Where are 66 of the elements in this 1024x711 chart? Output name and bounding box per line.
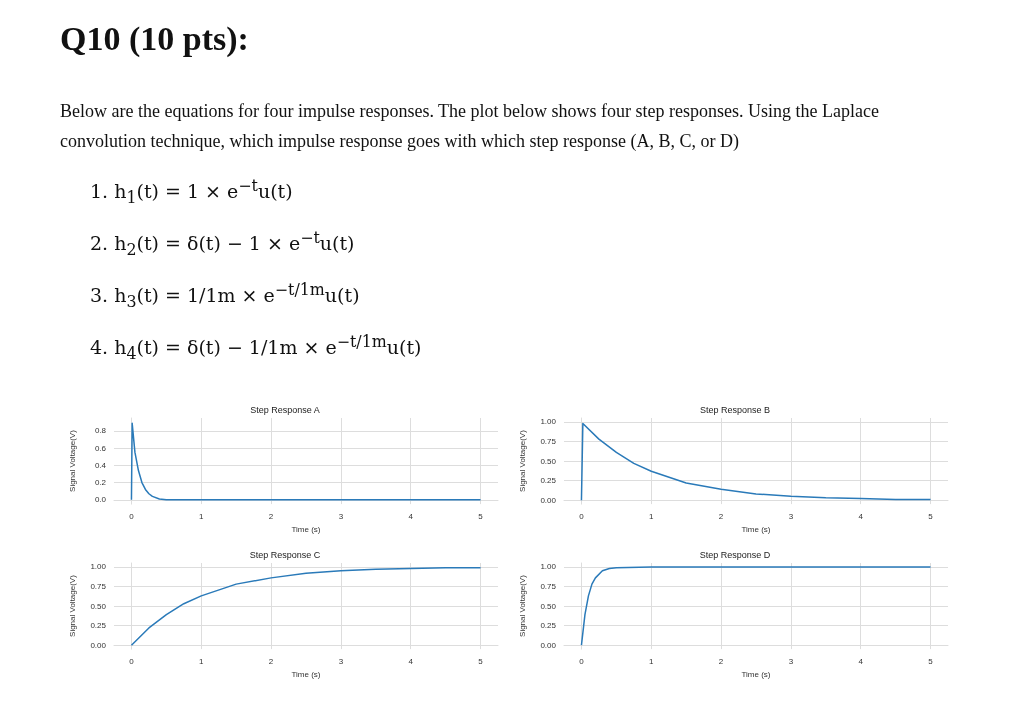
y-tick-label: 0.00	[90, 640, 107, 650]
x-tick-label: 5	[478, 656, 484, 666]
x-axis-title: Time (s)	[291, 524, 321, 534]
text: Q10 (10 pts):	[60, 20, 249, 58]
x-tick-label: 5	[928, 656, 934, 666]
x-tick-label: 0	[579, 511, 585, 521]
chart-title: Step Response A	[250, 404, 320, 415]
line-series	[130, 422, 482, 501]
x-tick-label: 3	[338, 656, 344, 666]
x-axis-title: Time (s)	[741, 524, 771, 534]
x-tick-label: 1	[199, 656, 205, 666]
x-axis-title: Time (s)	[291, 669, 321, 679]
x-tick-label: 2	[718, 511, 724, 521]
y-tick-label: 0.75	[540, 436, 557, 446]
x-tick-label: 0	[129, 511, 135, 521]
x-tick-label: 2	[268, 511, 274, 521]
text: 1. h$_{1}$(t) = 1 × e$^{−t}$u(t)	[90, 176, 293, 208]
y-tick-label: 0.50	[90, 601, 107, 611]
x-tick-label: 1	[199, 511, 205, 521]
y-tick-label: 0.6	[94, 443, 107, 453]
line-series	[130, 566, 482, 646]
line-series	[580, 566, 932, 646]
x-tick-label: 1	[649, 656, 655, 666]
x-tick-label: 0	[129, 656, 135, 666]
y-tick-label: 0.2	[94, 478, 107, 488]
x-tick-label: 1	[649, 511, 655, 521]
y-tick-label: 0.50	[540, 456, 557, 466]
y-axis-title: Signal Voltage(V)	[67, 429, 77, 492]
y-tick-label: 0.4	[94, 460, 107, 470]
y-tick-label: 0.8	[94, 426, 107, 436]
text: 4. h$_{4}$(t) = δ(t) − 1/1m × e$^{−t/1m}$u(t)	[90, 332, 422, 364]
x-tick-label: 4	[858, 656, 864, 666]
x-tick-label: 3	[788, 511, 794, 521]
line-series	[580, 422, 932, 501]
y-axis-title: Signal Voltage(V)	[517, 429, 527, 492]
y-tick-label: 0.0	[94, 495, 107, 505]
y-tick-label: 1.00	[540, 562, 557, 572]
chart-title: Step Response B	[699, 404, 771, 415]
y-tick-label: 1.00	[540, 417, 557, 427]
y-tick-label: 0.50	[540, 601, 557, 611]
x-tick-label: 0	[579, 656, 585, 666]
y-tick-label: 1.00	[90, 562, 107, 572]
x-axis-title: Time (s)	[741, 669, 771, 679]
chart-title: Step Response D	[699, 549, 771, 560]
chart-title: Step Response C	[249, 549, 321, 560]
x-tick-label: 5	[928, 511, 934, 521]
text: 2. h$_{2}$(t) = δ(t) − 1 × e$^{−t}$u(t)	[90, 228, 355, 260]
y-tick-label: 0.25	[90, 621, 107, 631]
y-tick-label: 0.00	[540, 495, 557, 505]
x-tick-label: 5	[478, 511, 484, 521]
x-tick-label: 2	[268, 656, 274, 666]
x-tick-label: 3	[788, 656, 794, 666]
y-axis-title: Signal Voltage(V)	[67, 574, 77, 637]
x-tick-label: 4	[858, 511, 864, 521]
text: Below are the equations for four impulse responses. The plot below shows four step responses. Using the Laplace convolution technique, which impulse response goes with which step response (A, B, C, or D)	[60, 100, 880, 153]
y-tick-label: 0.75	[90, 581, 107, 591]
y-tick-label: 0.75	[540, 581, 557, 591]
x-tick-label: 4	[408, 511, 414, 521]
y-tick-label: 0.25	[540, 621, 557, 631]
y-tick-label: 0.25	[540, 476, 557, 486]
y-axis-title: Signal Voltage(V)	[517, 574, 527, 637]
x-tick-label: 3	[338, 511, 344, 521]
x-tick-label: 2	[718, 656, 724, 666]
x-tick-label: 4	[408, 656, 414, 666]
text: 3. h$_{3}$(t) = 1/1m × e$^{−t/1m}$u(t)	[90, 280, 360, 312]
y-tick-label: 0.00	[540, 640, 557, 650]
